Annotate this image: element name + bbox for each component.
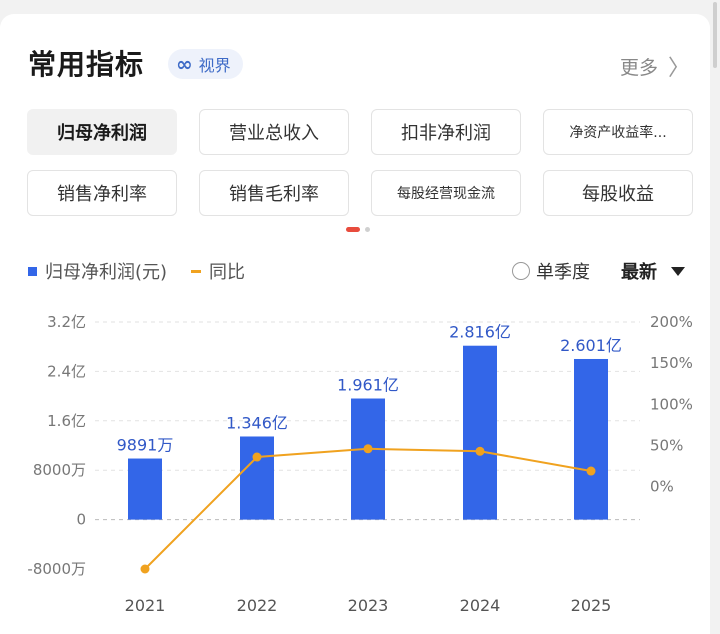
left-axis-tick-label: 0 [76,511,86,529]
left-axis-tick-label: 2.4亿 [47,362,86,380]
yoy-point [475,446,485,456]
single-quarter-toggle[interactable]: 单季度 [512,258,590,284]
vision-tag-label: 视界 [198,56,231,75]
radio-icon[interactable] [512,262,530,280]
x-axis-tick-label: 2022 [237,596,278,615]
chart-legend: 归母净利润(元) 同比 [28,258,245,284]
bar-data-label: 9891万 [117,436,174,455]
bar [128,458,162,520]
tab-operating-cashflow-per-share[interactable]: 每股经营现金流 [371,170,521,216]
tab-deducted-net-profit[interactable]: 扣非净利润 [371,109,521,155]
bar-data-label: 1.346亿 [226,413,288,432]
page-dot-active [346,227,360,232]
dropdown-triangle-icon [671,266,685,276]
legend-line-label: 同比 [209,262,246,283]
bar [463,345,497,520]
vision-tag[interactable]: ∞ 视界 [168,49,243,79]
yoy-point [252,452,262,462]
yoy-point [586,466,596,476]
x-axis-tick-label: 2021 [125,596,166,615]
period-dropdown[interactable]: 最新 [621,258,685,284]
period-dropdown-label: 最新 [621,262,657,283]
yoy-point [363,444,373,454]
section-title: 常用指标 [28,48,145,81]
tab-roe[interactable]: 净资产收益率... [543,109,693,155]
x-axis-tick-label: 2024 [460,596,501,615]
left-axis-tick-label: 1.6亿 [47,412,86,430]
right-axis-tick-label: 50% [650,437,683,455]
more-link[interactable]: 更多 〉 [620,50,690,82]
tab-net-profit-parent[interactable]: 归母净利润 [27,109,177,155]
right-axis-tick-label: 200% [650,313,693,331]
profit-chart: 3.2亿 2.4亿 1.6亿 8000万 0 -8000万 200% 150% 100% 50% 0… [27,313,693,615]
left-axis-tick-label: 3.2亿 [47,313,86,331]
right-axis-tick-label: 100% [650,395,693,413]
left-axis-tick-label: 8000万 [33,461,86,479]
legend-bar-swatch [28,266,37,276]
bar [574,358,608,520]
x-axis-tick-label: 2023 [348,596,389,615]
page-indicator [346,227,370,232]
bar [351,398,385,520]
yoy-point [140,564,150,574]
single-quarter-label: 单季度 [536,262,590,283]
right-axis-tick-label: 150% [650,354,693,372]
chevron-right-icon: 〉 [667,56,690,81]
page-dot [365,227,370,232]
bar-data-label: 2.601亿 [560,336,622,355]
tab-net-margin[interactable]: 销售净利率 [27,170,177,216]
tab-total-revenue[interactable]: 营业总收入 [199,109,349,155]
scrollbar[interactable] [713,2,717,68]
tab-eps[interactable]: 每股收益 [543,170,693,216]
right-axis-tick-label: 0% [650,478,674,496]
bar-data-label: 2.816亿 [449,323,511,342]
more-label: 更多 [619,56,658,79]
x-axis-tick-label: 2025 [571,596,612,615]
bar-data-label: 1.961亿 [337,376,399,395]
left-axis-tick-label: -8000万 [27,560,86,578]
legend-bar-label: 归母净利润(元) [45,262,168,283]
legend-line-swatch [191,269,202,273]
bar [240,436,274,520]
tab-gross-margin[interactable]: 销售毛利率 [199,170,349,216]
infinity-icon: ∞ [176,52,193,76]
